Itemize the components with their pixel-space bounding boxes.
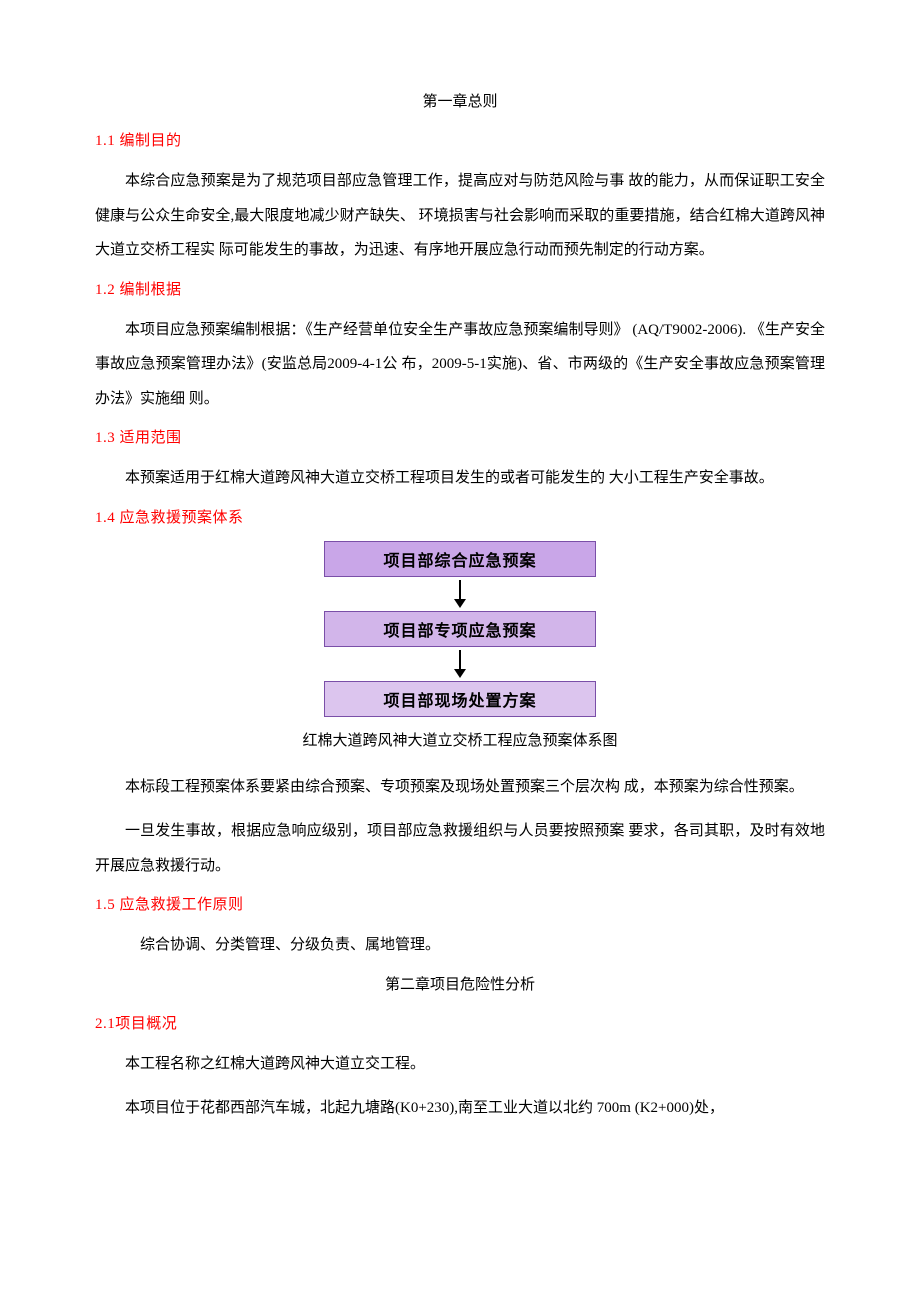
chapter-1-title: 第一章总则	[95, 90, 825, 111]
section-1-5-paragraph: 综合协调、分类管理、分级负责、属地管理。	[95, 928, 825, 963]
section-1-5-heading: 1.5 应急救援工作原则	[95, 893, 825, 914]
flow-arrow-1	[459, 580, 461, 608]
section-1-2-heading: 1.2 编制根据	[95, 278, 825, 299]
flowchart-container: 项目部综合应急预案 项目部专项应急预案 项目部现场处置方案	[95, 541, 825, 717]
section-1-4-paragraph-2: 一旦发生事故，根据应急响应级别，项目部应急救援组织与人员要按照预案 要求，各司其…	[95, 814, 825, 883]
section-2-1-paragraph-2: 本项目位于花都西部汽车城，北起九塘路(K0+230),南至工业大道以北约 700…	[95, 1091, 825, 1126]
arrow-line	[459, 580, 461, 599]
section-1-3-heading: 1.3 适用范围	[95, 426, 825, 447]
section-1-4-paragraph-1: 本标段工程预案体系要紧由综合预案、专项预案及现场处置预案三个层次构 成，本预案为…	[95, 770, 825, 805]
section-1-3-paragraph: 本预案适用于红棉大道跨风神大道立交桥工程项目发生的或者可能发生的 大小工程生产安…	[95, 461, 825, 496]
section-1-1-paragraph: 本综合应急预案是为了规范项目部应急管理工作，提高应对与防范风险与事 故的能力，从…	[95, 164, 825, 268]
section-1-2-paragraph: 本项目应急预案编制根据：《生产经营单位安全生产事故应急预案编制导则》 (AQ/T…	[95, 313, 825, 417]
flow-box-1: 项目部综合应急预案	[324, 541, 596, 577]
arrow-head-icon	[454, 669, 466, 678]
flow-box-2: 项目部专项应急预案	[324, 611, 596, 647]
flowchart-caption: 红棉大道跨风神大道立交桥工程应急预案体系图	[95, 729, 825, 750]
section-1-1-heading: 1.1 编制目的	[95, 129, 825, 150]
section-2-1-heading: 2.1项目概况	[95, 1012, 825, 1033]
arrow-line	[459, 650, 461, 669]
section-1-4-heading: 1.4 应急救援预案体系	[95, 506, 825, 527]
flow-box-3: 项目部现场处置方案	[324, 681, 596, 717]
chapter-2-title: 第二章项目危险性分析	[95, 973, 825, 994]
flow-arrow-2	[459, 650, 461, 678]
section-2-1-paragraph-1: 本工程名称之红棉大道跨风神大道立交工程。	[95, 1047, 825, 1082]
arrow-head-icon	[454, 599, 466, 608]
